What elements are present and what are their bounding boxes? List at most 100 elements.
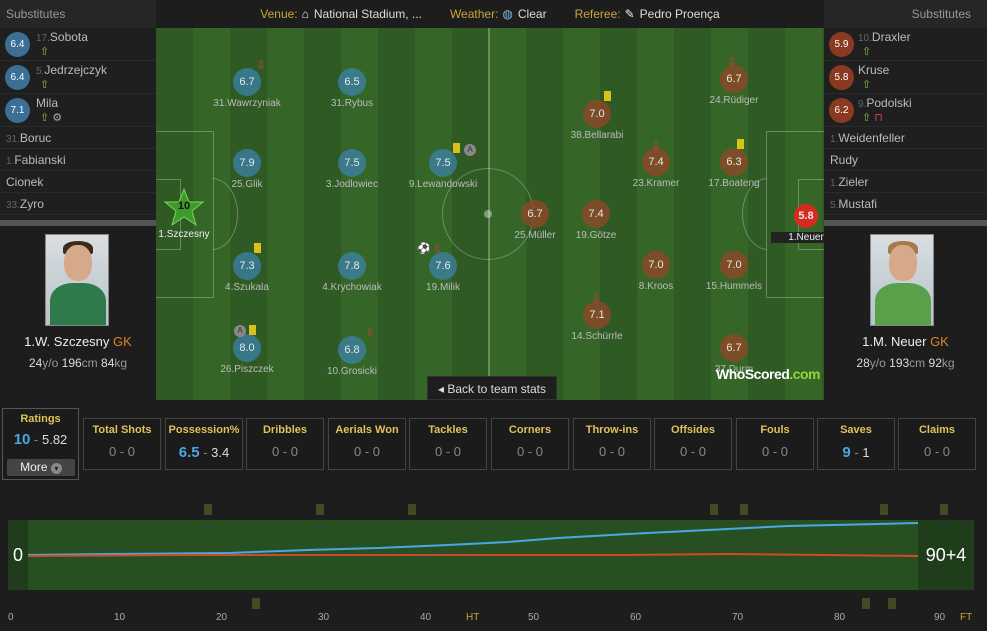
list-item[interactable]: 33.Zyro <box>0 193 156 215</box>
away-substitutes-list[interactable]: 5.9 10.Draxler ⇧ 5.8 Kruse ⇧ 6.2 9.Podol… <box>824 28 987 220</box>
player-marker[interactable]: 7.6 ⚽ ⇩ 19.Milik <box>417 242 460 293</box>
player-marker[interactable]: 7.5 A 9.Lewandowski <box>408 143 478 190</box>
list-item[interactable]: 6.2 9.Podolski ⇧ ⊓ <box>824 94 987 127</box>
sub-out-icon: ⇩ <box>256 58 267 72</box>
center-spot <box>484 210 492 218</box>
stat-title: Saves <box>840 424 872 436</box>
stat-title: Throw-ins <box>585 424 639 436</box>
sub-out-icon: ⇩ <box>591 291 602 305</box>
sub-out-icon: ⇩ <box>651 139 662 153</box>
stat-title: Corners <box>508 424 552 436</box>
stat-box: Offsides 0 - 0 <box>654 418 732 470</box>
goal-ball-icon: ⚽ <box>417 243 431 255</box>
match-info-bar: Venue: ⌂ National Stadium, ... Weather: ◍ Cl… <box>156 0 824 28</box>
rating-badge: 5.9 <box>829 32 854 57</box>
sub-in-icon: ⇧ ⚙ <box>40 112 63 124</box>
sub-in-icon: ⇧ ⊓ <box>862 112 883 124</box>
list-item[interactable]: Rudy <box>824 149 987 171</box>
player-marker[interactable]: 7.0 38.Bellarabi <box>562 91 632 146</box>
more-button[interactable]: More ▾ <box>7 459 75 476</box>
list-item[interactable]: 5.Mustafi <box>824 193 987 215</box>
player-marker[interactable]: 7.3 4.Szukala <box>212 243 282 298</box>
list-divider[interactable] <box>0 220 156 226</box>
player-marker[interactable]: 6.7 ⇩ 31.Wawrzyniak <box>213 58 281 109</box>
list-item[interactable]: Cionek <box>0 171 156 193</box>
list-item[interactable]: 6.4 5.Jedrzejczyk ⇧ <box>0 61 156 94</box>
rating-badge: 6.2 <box>829 98 854 123</box>
player-name: 1.W. Szczesny GK <box>24 334 132 349</box>
match-timeline[interactable]: 0 90+4 <box>8 520 974 590</box>
substitutes-header-left: Substitutes <box>0 0 156 28</box>
pitch: 10 1.Szczesny 6.7 ⇩ 31.Wawrzyniak 6.5 31.Ry… <box>156 28 824 400</box>
star-icon <box>163 188 205 227</box>
list-item[interactable]: 1.Fabianski <box>0 149 156 171</box>
player-meta: 24y/o 196cm 84kg <box>28 356 128 370</box>
list-item[interactable]: 7.1 Mila ⇧ ⚙ <box>0 94 156 127</box>
player-marker[interactable]: 6.8 ⇩ 10.Grosicki <box>326 326 377 377</box>
player-marker[interactable]: 7.0 8.Kroos <box>621 251 691 297</box>
weather-info: Weather: ◍ Clear <box>449 7 547 21</box>
stat-value: 0 - 0 <box>679 444 707 459</box>
list-item[interactable]: 5.9 10.Draxler ⇧ <box>824 28 987 61</box>
chevron-down-icon: ▾ <box>50 463 62 474</box>
stat-title: Tackles <box>428 424 468 436</box>
player-marker[interactable]: 7.5 3.Jodlowiec <box>317 149 387 195</box>
rating-badge: 7.1 <box>5 98 30 123</box>
player-marker[interactable]: 6.5 31.Rybus <box>317 68 387 114</box>
rating-badge: 5.8 <box>829 65 854 90</box>
list-item[interactable]: 5.8 Kruse ⇧ <box>824 61 987 94</box>
player-marker[interactable]: 5.8 1.Neuer <box>771 204 824 250</box>
timeline-end: 90+4 <box>918 520 974 590</box>
sub-in-icon: ⇧ <box>40 79 50 91</box>
substitutes-header-right: Substitutes <box>824 0 987 28</box>
timeline-tick: 10 <box>114 612 126 623</box>
list-item[interactable]: 6.4 17.Sobota ⇧ <box>0 28 156 61</box>
back-to-team-stats-button[interactable]: ◂ Back to team stats <box>427 376 557 400</box>
player-marker[interactable]: 7.9 25.Glik <box>212 149 282 195</box>
list-item[interactable]: 1.Weidenfeller <box>824 127 987 149</box>
stat-value: 0 - 0 <box>353 444 381 459</box>
rating-badge: 6.4 <box>5 32 30 57</box>
yellow-card-icon <box>453 143 460 153</box>
timeline-tick: FT <box>960 612 973 623</box>
home-rating-line <box>28 522 918 556</box>
list-item[interactable]: 31.Boruc <box>0 127 156 149</box>
stat-box: Tackles 0 - 0 <box>409 418 487 470</box>
whistle-icon: ✎ <box>624 7 635 21</box>
timeline-ticks: 0 10 20 30 40 HT 50 60 70 80 90 FT <box>8 612 983 628</box>
player-marker[interactable]: 7.0 15.Hummels <box>699 251 769 297</box>
list-item[interactable]: 1.Zieler <box>824 171 987 193</box>
player-marker[interactable]: 6.7 37.Durm <box>699 334 769 380</box>
yellow-card-icon <box>249 325 256 335</box>
away-player-card: 1.M. Neuer GK 28y/o 193cm 92kg <box>824 226 987 400</box>
player-marker[interactable]: 6.7 25.Müller <box>500 200 570 246</box>
sub-in-icon: ⇧ <box>862 79 872 91</box>
stat-title: Aerials Won <box>335 424 399 436</box>
player-marker[interactable]: 8.0 A 26.Piszczek <box>220 325 274 375</box>
stat-box: Total Shots 0 - 0 <box>83 418 161 470</box>
player-marker[interactable]: 7.4 ⇩ 23.Kramer <box>632 139 680 189</box>
stat-title: Fouls <box>760 424 790 436</box>
ratings-box: Ratings 10 - 5.82 More ▾ <box>2 408 79 480</box>
player-photo <box>870 234 934 326</box>
stat-title: Possession% <box>168 424 240 436</box>
player-marker[interactable]: 7.4 19.Götze <box>561 200 631 246</box>
stat-value: 9 - 1 <box>842 444 870 461</box>
player-marker[interactable]: 7.8 4.Krychowiak <box>317 252 387 298</box>
home-substitutes-list[interactable]: 6.4 17.Sobota ⇧ 6.4 5.Jedrzejczyk ⇧ 7.1 … <box>0 28 156 220</box>
player-name: 1.M. Neuer GK <box>862 334 949 349</box>
stat-value: 0 - 0 <box>598 444 626 459</box>
stat-title: Offsides <box>670 424 715 436</box>
yellow-card-icon <box>604 91 611 101</box>
yellow-card-icon <box>737 139 744 149</box>
globe-icon: ◍ <box>502 7 513 21</box>
yellow-card-icon <box>254 243 261 253</box>
timeline-tick: 50 <box>528 612 540 623</box>
timeline-tick: 20 <box>216 612 228 623</box>
list-divider[interactable] <box>824 220 987 226</box>
player-marker[interactable]: 7.1 ⇩ 14.Schürrle <box>571 291 623 342</box>
goal-icon: ⊓ <box>874 112 883 124</box>
player-marker[interactable]: 6.7 ⇩ 24.Rüdiger <box>709 55 759 106</box>
player-marker[interactable]: 10 1.Szczesny <box>156 188 219 240</box>
player-marker[interactable]: 6.3 17.Boateng <box>699 139 769 194</box>
